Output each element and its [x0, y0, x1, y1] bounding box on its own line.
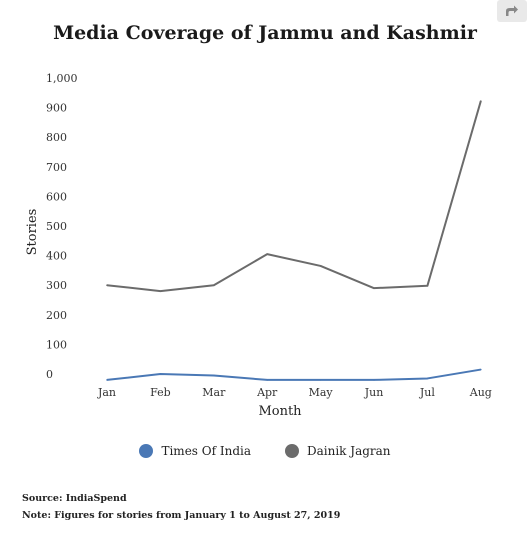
data-point: [213, 284, 215, 287]
x-tick-label: Aug: [469, 386, 492, 399]
data-point: [480, 368, 482, 371]
legend-label: Times Of India: [161, 444, 251, 458]
x-tick-label: Apr: [256, 386, 278, 399]
data-point: [426, 377, 429, 380]
legend-item-0[interactable]: Times Of India: [139, 444, 251, 458]
x-tick-label: Jul: [419, 386, 435, 399]
data-point: [106, 284, 108, 287]
chart-title: Media Coverage of Jammu and Kashmir: [53, 22, 477, 44]
y-axis-label: Stories: [25, 209, 40, 256]
series-line-0: [106, 368, 481, 381]
data-point: [159, 290, 162, 292]
footer-notes: Source: IndiaSpend Note: Figures for sto…: [22, 490, 340, 524]
data-point: [266, 379, 269, 381]
y-tick-label: 700: [46, 161, 67, 174]
series-line-1: [106, 100, 482, 293]
y-axis-ticks: 0 100 200 300 400 500 600 700 800 900 1,000: [46, 72, 78, 381]
y-tick-label: 500: [46, 220, 67, 233]
series-layer: [106, 100, 482, 381]
data-point: [213, 374, 215, 377]
y-tick-label: 1,000: [46, 72, 78, 85]
y-tick-label: 800: [46, 131, 67, 144]
x-axis-ticks: Jan Feb Mar Apr May Jun Jul Aug: [97, 386, 492, 399]
y-tick-label: 600: [46, 190, 67, 203]
legend-item-1[interactable]: Dainik Jagran: [285, 444, 391, 458]
data-point: [373, 379, 375, 381]
line-chart: 0 100 200 300 400 500 600 700 800 900 1,000 Jan Feb…: [25, 72, 492, 419]
source-text: Source: IndiaSpend: [22, 493, 127, 504]
data-point: [319, 379, 322, 381]
note-text: Note: Figures for stories from January 1…: [22, 510, 341, 521]
x-axis-label: Month: [258, 404, 302, 419]
y-tick-label: 400: [46, 250, 67, 263]
legend-label: Dainik Jagran: [307, 444, 391, 458]
y-tick-label: 100: [46, 338, 67, 351]
y-tick-label: 200: [46, 309, 67, 322]
x-tick-label: May: [309, 386, 334, 399]
data-point: [106, 379, 108, 381]
legend-swatch: [285, 444, 299, 458]
x-tick-label: Jan: [97, 386, 116, 399]
data-point: [373, 287, 375, 289]
data-point: [319, 265, 322, 267]
x-tick-label: Jun: [364, 386, 384, 399]
x-tick-label: Feb: [150, 386, 171, 399]
data-point: [426, 284, 429, 287]
y-tick-label: 900: [46, 102, 67, 115]
y-tick-label: 0: [46, 368, 53, 381]
x-tick-label: Mar: [202, 386, 226, 399]
data-point: [159, 373, 162, 375]
data-point: [266, 253, 269, 255]
legend: Times Of India Dainik Jagran: [0, 444, 530, 458]
data-point: [480, 100, 482, 102]
legend-swatch: [139, 444, 154, 458]
y-tick-label: 300: [46, 279, 67, 292]
share-arrow-icon[interactable]: [497, 0, 527, 22]
